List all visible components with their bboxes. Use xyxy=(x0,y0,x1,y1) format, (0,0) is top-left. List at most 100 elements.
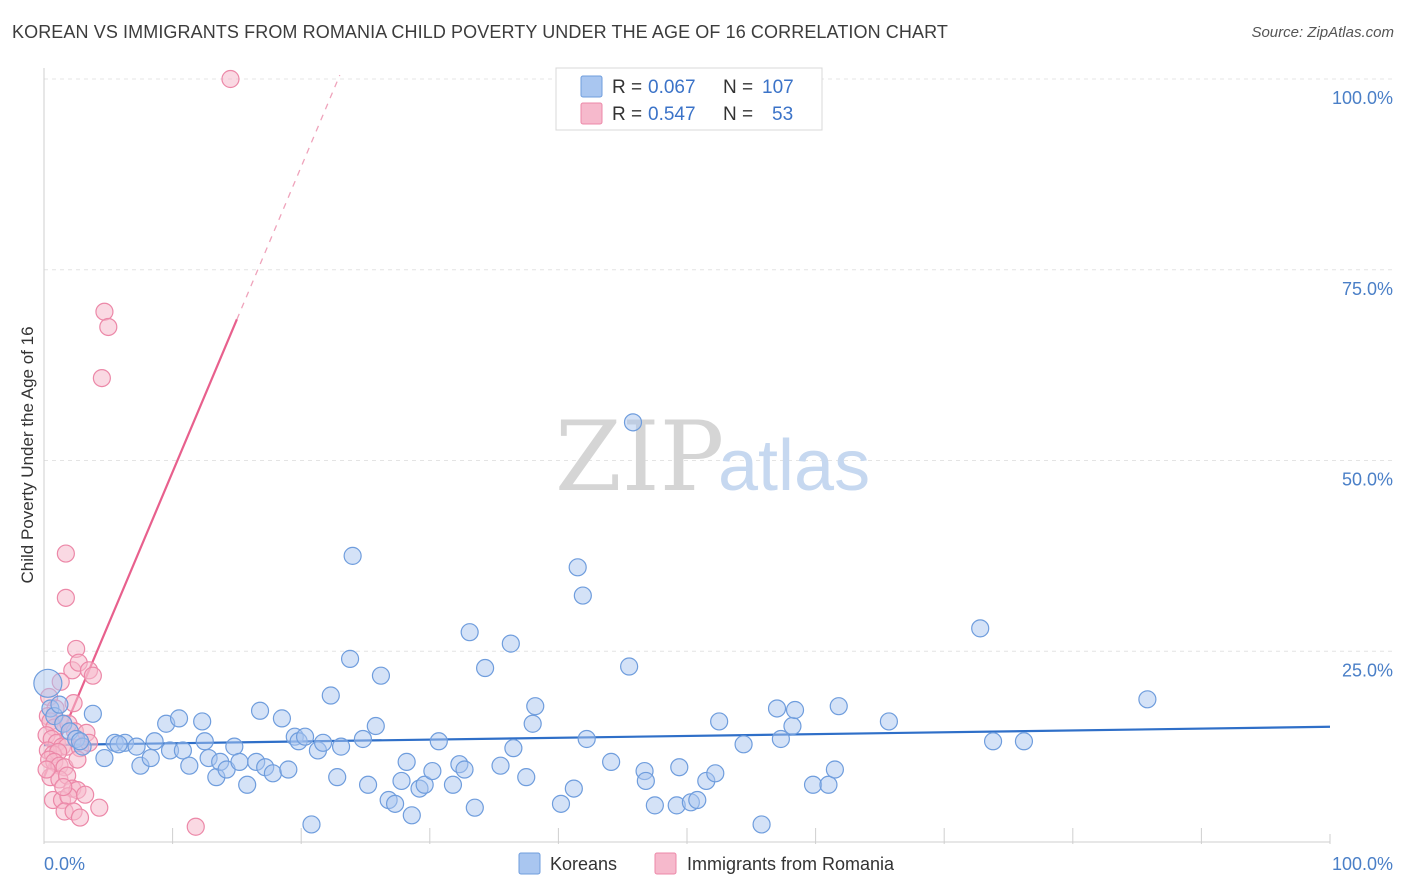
koreans-point xyxy=(443,775,463,794)
koreans-point xyxy=(70,732,90,751)
koreans-point xyxy=(526,697,545,716)
koreans-point xyxy=(173,741,192,760)
bottom-legend-romania-swatch xyxy=(654,852,677,875)
koreans-point xyxy=(504,739,523,758)
legend-romania-r-value: 0.547 xyxy=(648,104,696,125)
legend-romania-r-label: R = xyxy=(612,104,642,125)
romania-point xyxy=(76,785,95,804)
koreans-point xyxy=(83,704,102,723)
koreans-point xyxy=(50,695,69,714)
koreans-point xyxy=(501,634,520,653)
watermark-atlas: atlas xyxy=(718,426,870,506)
legend-koreans-n-label: N = xyxy=(723,77,753,98)
romania-point xyxy=(70,808,90,827)
romania-point xyxy=(92,368,111,388)
koreans-point xyxy=(371,666,391,685)
koreans-point xyxy=(573,586,592,605)
chart-title: KOREAN VS IMMIGRANTS FROM ROMANIA CHILD … xyxy=(12,22,948,42)
koreans-point xyxy=(193,712,212,731)
romania-point xyxy=(54,777,73,797)
koreans-point xyxy=(397,752,416,771)
series-legend: Koreans Immigrants from Romania xyxy=(518,852,895,875)
romania-point xyxy=(221,69,240,89)
koreans-point xyxy=(636,771,655,791)
romania-point xyxy=(56,588,75,607)
koreans-point xyxy=(169,709,189,728)
koreans-point xyxy=(392,771,411,791)
koreans-point xyxy=(465,798,484,817)
gridlines xyxy=(44,78,1392,652)
koreans-point xyxy=(141,748,160,768)
koreans-point xyxy=(568,558,587,577)
koreans-point xyxy=(95,748,114,768)
koreans-point xyxy=(366,716,385,736)
koreans-point xyxy=(829,697,848,716)
koreans-point xyxy=(423,761,442,781)
koreans-point xyxy=(127,737,146,756)
koreans-point xyxy=(402,806,421,825)
romania-trend-extension xyxy=(236,74,341,320)
koreans-point xyxy=(577,729,596,749)
koreans-point xyxy=(180,756,199,775)
legend-koreans-r-label: R = xyxy=(612,77,642,98)
romania-point xyxy=(56,544,75,563)
koreans-point xyxy=(195,732,214,751)
koreans-point xyxy=(803,775,823,794)
koreans-trend-line xyxy=(43,725,1331,747)
koreans-point xyxy=(429,732,448,751)
koreans-point xyxy=(358,775,378,794)
koreans-point xyxy=(819,775,838,794)
koreans-point xyxy=(517,768,536,787)
legend-romania-n-label: N = xyxy=(723,104,753,125)
koreans-point xyxy=(250,701,270,720)
koreans-point xyxy=(620,657,639,676)
koreans-point xyxy=(353,729,373,749)
koreans-point xyxy=(313,733,333,752)
bottom-legend-romania-label: Immigrants from Romania xyxy=(687,854,895,874)
tick-labels: 100.0% 75.0% 50.0% 25.0% 0.0% 100.0% xyxy=(44,88,1393,874)
y-tick-label: 100.0% xyxy=(1332,88,1393,108)
koreans-point xyxy=(295,727,315,746)
koreans-point xyxy=(706,764,725,783)
koreans-point xyxy=(551,794,571,813)
bottom-legend-koreans-swatch xyxy=(518,852,541,875)
koreans-point xyxy=(771,729,790,749)
koreans-point xyxy=(272,709,292,728)
koreans-point xyxy=(825,760,844,779)
koreans-point xyxy=(983,732,1003,751)
koreans-point xyxy=(710,712,729,731)
koreans-point xyxy=(331,737,351,756)
koreans-point xyxy=(602,752,621,771)
legend-romania-n-value: 53 xyxy=(772,104,793,125)
romania-point xyxy=(83,666,102,685)
romania-point xyxy=(95,302,114,321)
y-tick-label: 50.0% xyxy=(1342,470,1393,490)
koreans-point xyxy=(645,796,664,815)
koreans-point xyxy=(328,768,347,787)
y-tick-label: 25.0% xyxy=(1342,660,1393,680)
koreans-point xyxy=(491,756,510,775)
koreans-point xyxy=(752,815,771,834)
koreans-point xyxy=(879,712,899,731)
romania-point xyxy=(37,760,56,779)
koreans-point xyxy=(302,815,321,834)
koreans-point xyxy=(1138,690,1157,709)
koreans-point xyxy=(33,668,63,698)
koreans-point xyxy=(385,794,405,813)
koreans-point xyxy=(455,760,474,779)
legend-koreans-swatch xyxy=(580,75,603,98)
koreans-point xyxy=(225,737,244,756)
koreans-point xyxy=(670,758,689,777)
koreans-point xyxy=(279,760,298,779)
koreans-point xyxy=(783,716,802,736)
koreans-point xyxy=(460,623,479,642)
koreans-point xyxy=(238,775,257,794)
legend-koreans-n-value: 107 xyxy=(762,77,794,98)
legend-koreans-r-value: 0.067 xyxy=(648,77,696,98)
correlation-legend: R = 0.067 N = 107 R = 0.547 N = 53 xyxy=(555,67,823,131)
y-axis-label: Child Poverty Under the Age of 16 xyxy=(18,326,37,583)
koreans-point xyxy=(415,775,434,794)
koreans-point xyxy=(321,686,340,705)
koreans-trendline xyxy=(43,725,1331,747)
